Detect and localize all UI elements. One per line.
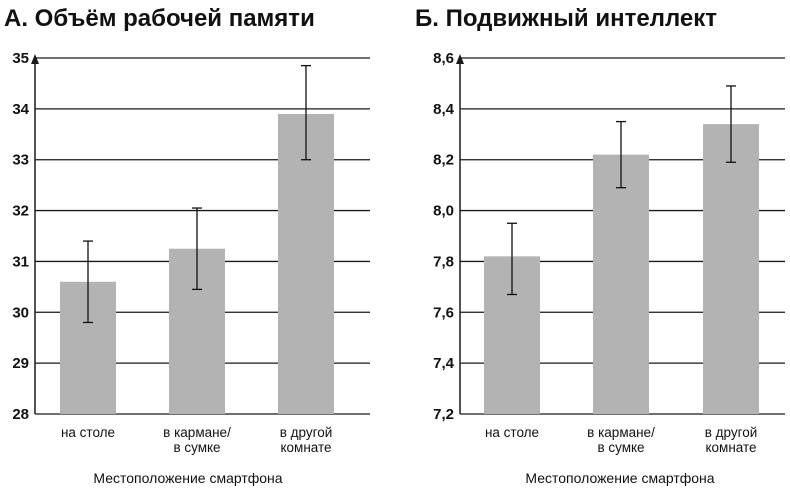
y-axis-arrow-icon — [456, 54, 464, 64]
category-label-line: комнате — [280, 440, 331, 455]
category-label: в кармане/в сумке — [163, 425, 231, 455]
category-label: в другой комнате — [705, 425, 758, 455]
y-tick-label: 30 — [12, 304, 29, 321]
y-tick-label: 8,4 — [433, 101, 455, 118]
y-tick-label: 8,6 — [433, 50, 454, 67]
bar — [278, 113, 334, 414]
category-label: на столе — [61, 425, 115, 440]
chart-title: А. Объём рабочей памяти — [4, 5, 315, 32]
error-bar — [192, 207, 202, 291]
category-label-line: в сумке — [597, 440, 644, 455]
bar — [593, 154, 649, 414]
y-tick-label: 7,8 — [433, 253, 454, 270]
category-label: в другой комнате — [280, 425, 333, 455]
y-tick-label: 35 — [12, 50, 29, 67]
category-label-line: на столе — [61, 425, 115, 440]
error-bar — [616, 120, 626, 189]
category-label-line: в другой — [280, 425, 333, 440]
y-tick-label: 7,2 — [433, 406, 454, 423]
y-tick-label: 33 — [12, 152, 29, 169]
category-label-line: в другой — [705, 425, 758, 440]
category-label: в кармане/в сумке — [587, 425, 655, 455]
y-tick-label: 8,0 — [433, 203, 454, 220]
y-tick-label: 34 — [12, 101, 29, 118]
error-bar — [83, 240, 93, 324]
category-label-line: в сумке — [173, 440, 220, 455]
error-bar — [507, 222, 517, 296]
y-tick-label: 29 — [12, 355, 29, 372]
x-axis-label: Местоположение смартфона — [525, 470, 714, 486]
error-bar — [301, 64, 311, 161]
category-label-line: на столе — [485, 425, 539, 440]
x-axis-label: Местоположение смартфона — [93, 470, 282, 486]
y-tick-label: 7,4 — [433, 355, 455, 372]
chart-title: Б. Подвижный интеллект — [415, 5, 717, 32]
y-tick-label: 7,6 — [433, 304, 454, 321]
y-tick-label: 32 — [12, 203, 29, 220]
category-label: на столе — [485, 425, 539, 440]
y-axis-arrow-icon — [31, 54, 39, 64]
error-bar — [726, 85, 736, 163]
category-label-line: в кармане/ — [163, 425, 231, 440]
chart-panel-a: А. Объём рабочей памяти 28 29 30 31 32 33 34 35 н… — [4, 5, 370, 486]
category-label-line: в кармане/ — [587, 425, 655, 440]
y-tick-label: 8,2 — [433, 152, 454, 169]
bar — [703, 124, 759, 414]
chart-panel-b: Б. Подвижный интеллект 7,2 7,4 7,6 7,8 8,0 8,2… — [415, 5, 785, 486]
y-tick-label: 28 — [12, 406, 29, 423]
category-label-line: комнате — [705, 440, 756, 455]
y-tick-label: 31 — [12, 253, 29, 270]
